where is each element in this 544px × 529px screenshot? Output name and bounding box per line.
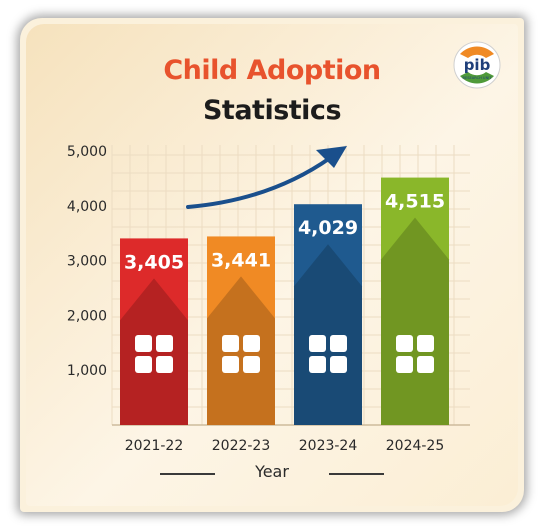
chart-title-line1: Child Adoption	[163, 55, 381, 86]
window-pane	[222, 356, 239, 373]
window-pane	[396, 335, 413, 352]
x-axis-label-rule-right	[329, 473, 384, 475]
y-tick-label: 4,000	[67, 199, 107, 215]
y-tick-label: 2,000	[67, 308, 107, 324]
window-pane	[243, 356, 260, 373]
window-pane	[222, 335, 239, 352]
x-tick-label: 2021-22	[125, 438, 184, 454]
pib-research-unit-logo-icon: pib RESEARCH UNIT	[453, 41, 501, 89]
x-axis-label: Year	[255, 462, 289, 481]
trend-arrow-icon	[186, 156, 332, 209]
bar-house-shape	[381, 217, 449, 425]
y-tick-label: 5,000	[67, 144, 107, 160]
trend-arrowhead-icon	[316, 146, 347, 168]
window-icon	[309, 335, 347, 373]
window-pane	[417, 335, 434, 352]
bar-2021-22: 3,405	[120, 238, 188, 425]
window-pane	[330, 335, 347, 352]
window-pane	[156, 356, 173, 373]
bar-house-shape	[207, 276, 275, 425]
window-pane	[417, 356, 434, 373]
bar-2024-25: 4,515	[381, 177, 449, 425]
logo-text: pib	[464, 56, 491, 74]
logo-subtext: RESEARCH UNIT	[462, 76, 492, 80]
window-pane	[135, 356, 152, 373]
window-icon	[135, 335, 173, 373]
bar-house-shape	[294, 244, 362, 425]
x-tick-label: 2023-24	[299, 438, 358, 454]
bar-value-label: 4,029	[298, 217, 358, 239]
chart-title-line2: Statistics	[202, 95, 342, 126]
x-tick-label: 2022-23	[212, 438, 271, 454]
window-pane	[309, 356, 326, 373]
bars: 3,405 3,441 4,029 4,515	[120, 177, 449, 425]
y-tick-label: 3,000	[67, 254, 107, 270]
bar-value-label: 3,405	[124, 251, 184, 273]
window-pane	[330, 356, 347, 373]
bar-value-label: 4,515	[385, 191, 445, 213]
bar-value-label: 3,441	[211, 249, 271, 271]
window-icon	[396, 335, 434, 373]
bar-2023-24: 4,029	[294, 204, 362, 425]
y-tick-label: 1,000	[67, 363, 107, 379]
window-pane	[156, 335, 173, 352]
x-axis-label-rule-left	[160, 473, 215, 475]
window-pane	[396, 356, 413, 373]
window-pane	[243, 335, 260, 352]
x-axis-label-row: Year	[160, 462, 384, 486]
window-icon	[222, 335, 260, 373]
x-axis-ticks: 2021-22 2022-23 2023-24 2024-25	[125, 438, 445, 454]
bar-2022-23: 3,441	[207, 236, 275, 425]
window-pane	[135, 335, 152, 352]
x-tick-label: 2024-25	[386, 438, 445, 454]
window-pane	[309, 335, 326, 352]
bar-house-shape	[120, 278, 188, 425]
y-axis-ticks: 1,000 2,000 3,000 4,000 5,000	[67, 144, 107, 379]
